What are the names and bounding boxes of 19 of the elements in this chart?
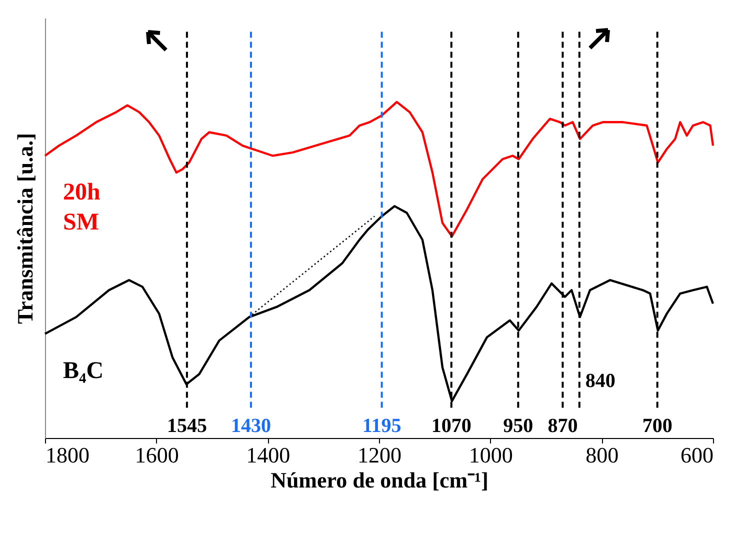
ref-line-label: 1070 [431, 415, 472, 438]
x-tick-label: 1000 [468, 442, 513, 468]
ref-line-label: 700 [642, 415, 672, 438]
x-axis-title: Número de onda [cm⁻¹] [270, 468, 488, 492]
series-label: 20h SM [63, 180, 100, 236]
ref-line-label: 1195 [362, 415, 402, 438]
x-tick-label: 1400 [246, 442, 290, 468]
series-label: B₄C [63, 358, 104, 384]
ref-line-label: 840 [585, 370, 616, 392]
ref-line-label: 1430 [230, 415, 271, 438]
x-tick-label: 1200 [358, 442, 402, 468]
ref-line-label: 1545 [166, 415, 207, 438]
y-axis-title: Transmitância [u.a.] [12, 133, 38, 324]
x-tick-label: 1600 [134, 442, 179, 468]
x-tick-label: 1800 [46, 442, 90, 468]
ref-line-label: 950 [503, 415, 534, 438]
x-tick-label: 600 [680, 442, 714, 468]
x-tick-label: 800 [586, 442, 619, 468]
ref-line-label: 870 [548, 415, 578, 438]
